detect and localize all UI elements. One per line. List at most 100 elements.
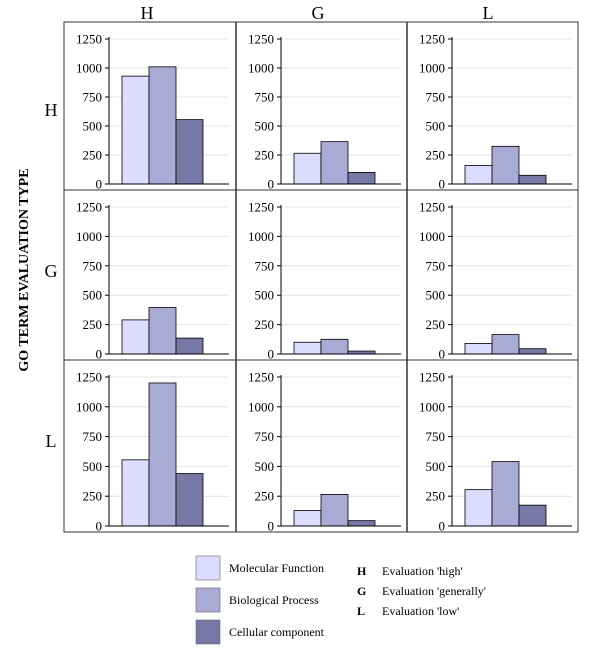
y-tick-label: 750: [83, 90, 103, 105]
bar-cellular-component: [518, 504, 547, 527]
y-tick-label: 1250: [248, 370, 274, 385]
column-header: G: [312, 3, 325, 23]
column-header: L: [483, 3, 494, 23]
y-tick-label: 500: [426, 288, 446, 303]
y-tick-label: 750: [426, 429, 446, 444]
y-tick-label: 750: [426, 258, 446, 273]
legend-key-letter: H: [357, 564, 367, 578]
y-tick-label: 1250: [419, 200, 445, 215]
y-tick-label: 1000: [419, 399, 445, 414]
bar-molecular-function: [464, 343, 493, 355]
y-tick-label: 250: [83, 489, 103, 504]
y-tick-label: 250: [255, 317, 275, 332]
y-tick-label: 1250: [76, 370, 102, 385]
y-tick-label: 250: [255, 489, 275, 504]
bar-molecular-function: [121, 319, 150, 355]
panel-H-H: 0 250 500 750 1000 1250: [76, 32, 229, 192]
y-tick-label: 250: [426, 148, 446, 163]
y-tick-label: 0: [439, 519, 446, 534]
bar-molecular-function: [293, 341, 322, 355]
y-axis-label: GO TERM EVALUATION TYPE: [17, 168, 32, 371]
y-tick-label: 500: [83, 459, 103, 474]
panel-G-L: 0 250 500 750 1000 1250: [419, 200, 572, 362]
grid-frame: [63, 21, 579, 533]
row-header: G: [45, 261, 58, 281]
y-tick-label: 1000: [76, 399, 102, 414]
panel-L-H: 0 250 500 750 1000 1250: [76, 370, 229, 534]
y-tick-label: 500: [255, 288, 275, 303]
y-tick-label: 0: [439, 177, 446, 192]
panel-L-L: 0 250 500 750 1000 1250: [419, 370, 572, 534]
column-header: H: [141, 3, 154, 23]
y-tick-label: 750: [426, 90, 446, 105]
y-tick-label: 1000: [419, 229, 445, 244]
legend-swatch: [195, 587, 221, 613]
bar-biological-process: [491, 461, 520, 527]
y-tick-label: 1000: [419, 61, 445, 76]
bar-biological-process: [148, 307, 177, 355]
panel-H-G: 0 250 500 750 1000 1250: [248, 32, 401, 192]
bar-molecular-function: [293, 510, 322, 527]
y-tick-label: 0: [268, 177, 275, 192]
y-tick-label: 500: [83, 119, 103, 134]
bar-biological-process: [320, 338, 349, 355]
legend-swatch: [195, 619, 221, 645]
y-tick-label: 1250: [76, 200, 102, 215]
y-tick-label: 500: [426, 119, 446, 134]
bar-biological-process: [320, 141, 349, 185]
panel-G-H: 0 250 500 750 1000 1250: [76, 200, 229, 362]
bar-cellular-component: [175, 473, 204, 527]
y-tick-label: 250: [426, 489, 446, 504]
y-tick-label: 250: [255, 148, 275, 163]
y-tick-label: 250: [83, 148, 103, 163]
y-tick-label: 750: [255, 429, 275, 444]
y-tick-label: 750: [83, 429, 103, 444]
y-tick-label: 500: [255, 119, 275, 134]
legend-key-text: Evaluation 'generally': [382, 584, 486, 598]
y-tick-label: 0: [96, 347, 103, 362]
y-tick-label: 250: [426, 317, 446, 332]
row-header: L: [46, 431, 57, 451]
bar-cellular-component: [518, 348, 547, 355]
y-tick-label: 0: [268, 519, 275, 534]
bar-biological-process: [148, 66, 177, 185]
bar-molecular-function: [121, 75, 150, 185]
y-tick-label: 750: [255, 258, 275, 273]
bar-molecular-function: [464, 165, 493, 185]
bar-molecular-function: [121, 459, 150, 527]
y-tick-label: 500: [255, 459, 275, 474]
y-tick-label: 1000: [76, 229, 102, 244]
y-tick-label: 0: [96, 177, 103, 192]
bar-biological-process: [320, 494, 349, 527]
legend-swatch: [195, 555, 221, 581]
bar-cellular-component: [175, 337, 204, 355]
y-tick-label: 1000: [248, 399, 274, 414]
bar-cellular-component: [347, 171, 376, 185]
legend-key-letter: L: [357, 604, 365, 618]
y-tick-label: 750: [83, 258, 103, 273]
y-tick-label: 1000: [76, 61, 102, 76]
panel-G-G: 0 250 500 750 1000 1250: [248, 200, 401, 362]
row-header: H: [45, 100, 58, 120]
y-tick-label: 1000: [248, 229, 274, 244]
legend-label: Cellular component: [229, 625, 325, 639]
legend-label: Biological Process: [229, 593, 319, 607]
legend-label: Molecular Function: [229, 561, 324, 575]
bar-molecular-function: [293, 152, 322, 185]
bar-molecular-function: [464, 489, 493, 527]
y-tick-label: 0: [439, 347, 446, 362]
y-tick-label: 1000: [248, 61, 274, 76]
bar-cellular-component: [175, 119, 204, 185]
legend-key-text: Evaluation 'high': [382, 564, 463, 578]
bar-cellular-component: [518, 174, 547, 185]
panel-L-G: 0 250 500 750 1000 1250: [248, 370, 401, 534]
y-tick-label: 1250: [248, 200, 274, 215]
y-tick-label: 1250: [419, 370, 445, 385]
y-tick-label: 250: [83, 317, 103, 332]
bar-biological-process: [491, 334, 520, 355]
legend: Molecular Function Biological Process Cell…: [195, 555, 486, 645]
y-tick-label: 0: [268, 347, 275, 362]
bar-biological-process: [148, 382, 177, 527]
y-tick-label: 1250: [419, 32, 445, 47]
